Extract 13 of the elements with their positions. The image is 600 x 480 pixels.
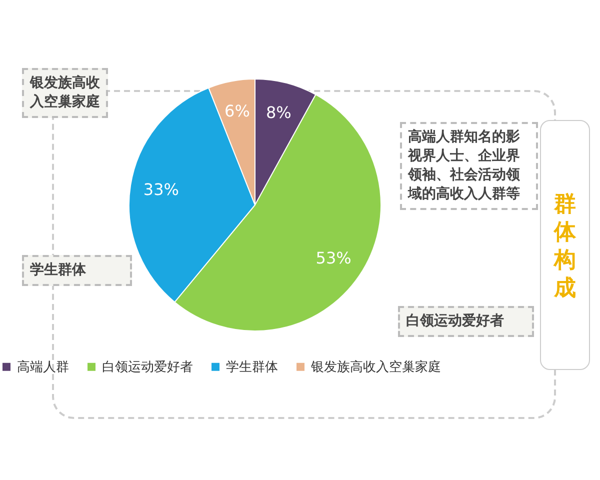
text: 白领运动爱好者 — [398, 306, 534, 337]
text: 银发族高收入空巢家庭 — [22, 68, 108, 118]
text: 群体构成 — [540, 120, 590, 370]
legend-label: 高端人群 — [17, 358, 69, 375]
data-label: 53% — [316, 248, 352, 268]
text: 高端人群知名的影视界人士、企业界领袖、社会活动领域的高收入人群等 — [400, 122, 538, 210]
legend-label: 学生群体 — [226, 360, 278, 375]
legend-label: 白领运动爱好者 — [102, 360, 193, 375]
data-label: 33% — [143, 180, 179, 200]
data-label: 8% — [266, 102, 292, 122]
text: 学生群体 — [22, 255, 132, 286]
data-label: 6% — [224, 102, 250, 121]
legend-label: 银发族高收入空巢家庭 — [310, 358, 441, 375]
